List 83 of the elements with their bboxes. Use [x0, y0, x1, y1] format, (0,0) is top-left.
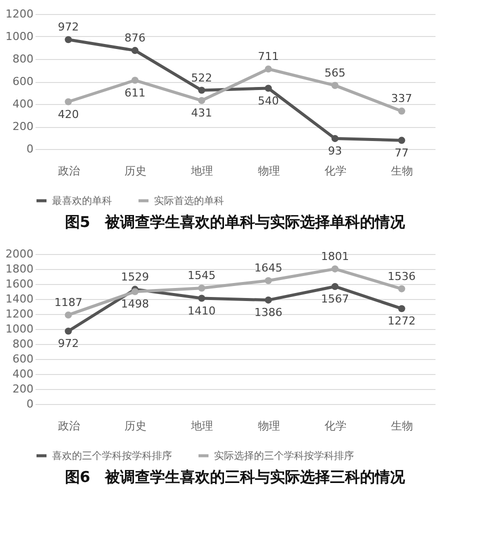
data-label: 1529 [121, 270, 149, 284]
y-tick-label: 1600 [6, 278, 34, 290]
y-tick-label: 1200 [6, 308, 34, 320]
point [264, 65, 272, 73]
data-label: 1272 [388, 314, 416, 328]
x-tick-label: 化学 [324, 164, 346, 178]
data-label: 1386 [254, 306, 282, 320]
point [331, 82, 339, 89]
y-tick-label: 1800 [6, 262, 34, 276]
data-label: 1567 [321, 292, 349, 306]
y-tick-label: 200 [12, 120, 34, 133]
x-tick-label: 地理 [190, 164, 214, 178]
x-tick-label: 生物 [391, 164, 414, 178]
point [64, 328, 72, 335]
data-label: 611 [124, 86, 146, 100]
point [331, 282, 339, 290]
data-label: 1545 [188, 269, 216, 282]
data-label: 565 [324, 66, 346, 80]
y-tick-label: 0 [26, 142, 34, 156]
point [331, 265, 339, 272]
point [331, 135, 339, 142]
data-label: 1187 [54, 296, 82, 309]
y-tick-label: 200 [12, 382, 34, 396]
text: 图6 被调查学生喜欢的三科与实际选择三科的情况 [64, 468, 406, 486]
data-label: 972 [58, 20, 79, 34]
data-label: 77 [394, 146, 409, 160]
point [198, 86, 206, 94]
y-tick-label: 600 [12, 352, 34, 366]
point [131, 76, 139, 84]
x-tick-label: 地理 [190, 420, 214, 432]
y-tick-label: 400 [12, 368, 34, 380]
point [64, 98, 72, 106]
y-tick-label: 0 [26, 398, 34, 410]
point [398, 136, 406, 144]
point [64, 311, 72, 319]
data-label: 431 [191, 106, 212, 120]
point [198, 294, 206, 302]
y-tick-label: 1200 [6, 8, 34, 20]
y-tick-label: 800 [12, 52, 34, 66]
data-label: 1801 [321, 250, 349, 263]
data-label: 93 [328, 144, 342, 158]
point [131, 288, 139, 296]
point [131, 46, 139, 54]
y-tick-label: 1000 [6, 322, 34, 336]
y-tick-label: 800 [12, 338, 34, 350]
x-tick-label: 物理 [258, 420, 280, 432]
x-tick-label: 历史 [124, 164, 146, 178]
data-label: 1645 [254, 262, 282, 275]
y-tick-label: 1000 [6, 30, 34, 43]
x-tick-label: 政治 [58, 164, 80, 178]
point [398, 285, 406, 292]
point [398, 108, 406, 115]
point [264, 296, 272, 304]
data-label: 1498 [121, 298, 149, 311]
point [264, 277, 272, 284]
legend-label: 喜欢的三个学科按学科排序 [52, 450, 172, 462]
data-label: 420 [58, 108, 79, 121]
data-label: 876 [124, 31, 146, 44]
text: 图5 被调查学生喜欢的单科与实际选择单科的情况 [64, 213, 406, 231]
point [264, 84, 272, 92]
data-label: 1410 [188, 304, 216, 318]
x-tick-label: 政治 [58, 420, 80, 432]
data-label: 1536 [388, 270, 416, 283]
data-label: 711 [258, 50, 279, 64]
legend-label: 实际首选的单科 [154, 194, 224, 207]
legend-label: 最喜欢的单科 [52, 194, 112, 207]
y-tick-label: 1400 [6, 292, 34, 306]
data-label: 540 [258, 94, 279, 108]
y-tick-label: 400 [12, 98, 34, 110]
data-label: 522 [191, 71, 212, 84]
point [64, 36, 72, 44]
point [198, 284, 206, 292]
point [198, 96, 206, 104]
data-label: 337 [391, 92, 412, 106]
legend-label: 实际选择的三个学科按学科排序 [214, 450, 354, 462]
x-tick-label: 化学 [324, 420, 346, 432]
x-tick-label: 历史 [124, 420, 146, 432]
point [398, 305, 406, 312]
y-tick-label: 2000 [6, 248, 34, 260]
y-tick-label: 600 [12, 75, 34, 88]
x-tick-label: 生物 [391, 420, 414, 432]
x-tick-label: 物理 [258, 164, 280, 178]
data-label: 972 [58, 337, 79, 350]
